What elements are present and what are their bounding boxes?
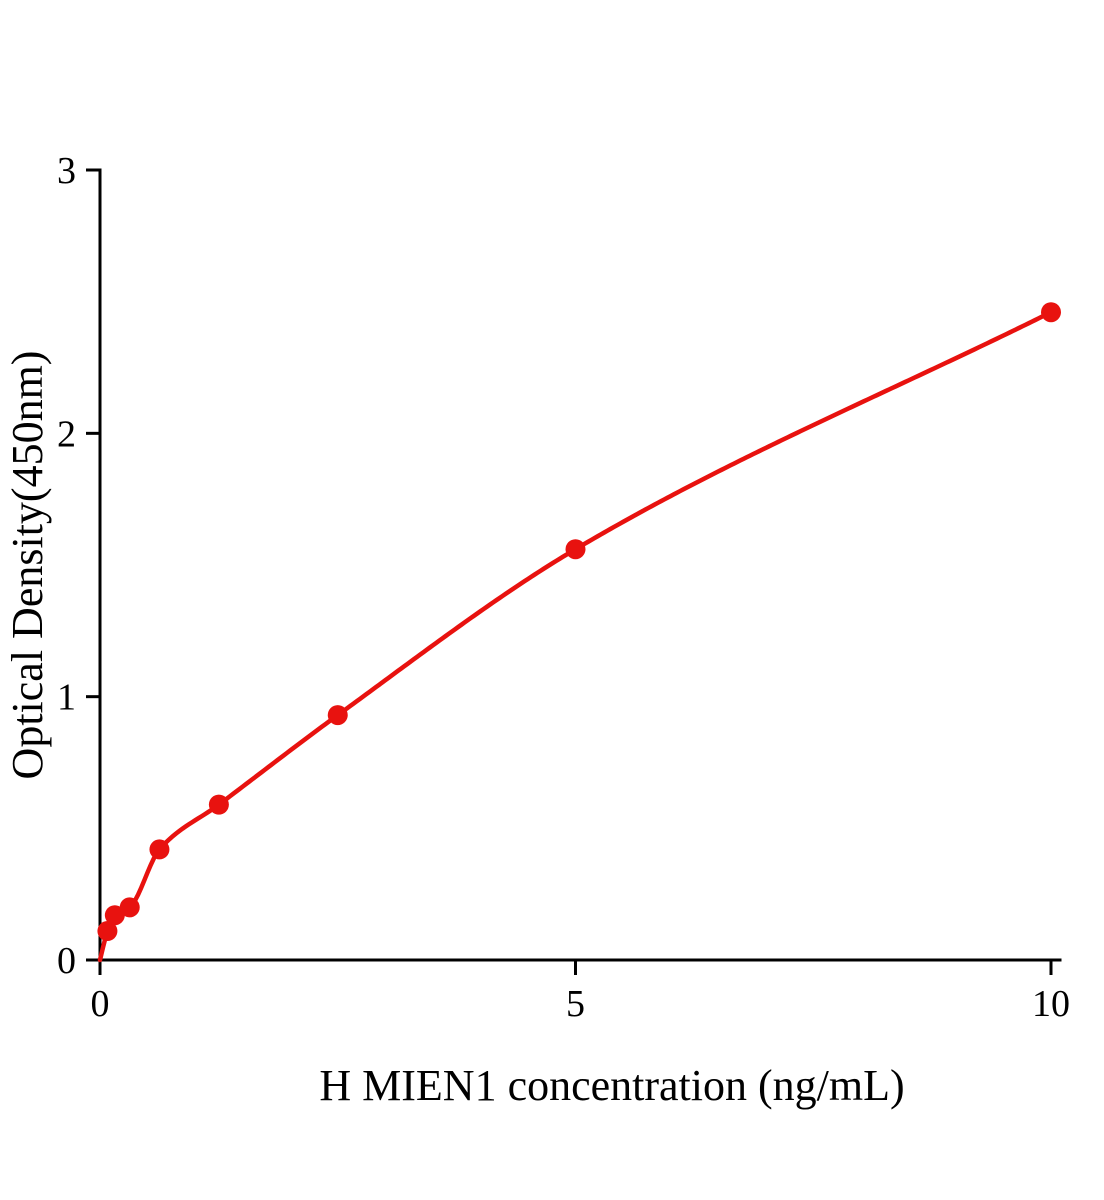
data-point-marker [119,897,140,918]
x-tick-label: 0 [91,983,110,1025]
data-points [97,302,1061,942]
x-axis-ticks: 0 5 10 [91,960,1070,1025]
data-point-marker [1041,302,1061,323]
fitted-curve-path [97,309,1054,963]
x-tick-label: 10 [1032,983,1070,1025]
x-axis-title: H MIEN1 concentration (ng/mL) [319,1061,904,1110]
y-tick-label: 1 [57,677,76,719]
data-point-marker [104,905,125,926]
x-tick-label: 5 [566,983,585,1025]
y-axis: 0 1 2 3 Optical Density(450nm) [3,150,102,982]
x-axis: 0 5 10 H MIEN1 concentration (ng/mL) [91,958,1070,1110]
y-axis-title: Optical Density(450nm) [3,351,52,780]
fitted-curve [97,309,1054,963]
data-point-marker [208,794,229,815]
data-point-marker [327,705,348,726]
data-point-marker [149,839,170,860]
data-point-marker [565,539,586,560]
y-tick-label: 2 [57,413,76,455]
y-tick-label: 3 [57,150,76,192]
y-tick-label: 0 [57,940,76,982]
y-axis-ticks: 0 1 2 3 [57,150,100,982]
data-point-marker [97,921,118,942]
